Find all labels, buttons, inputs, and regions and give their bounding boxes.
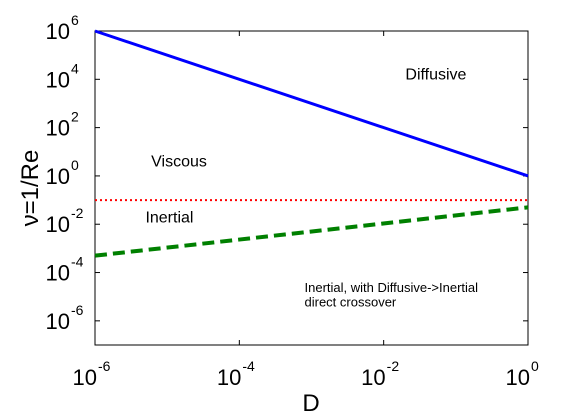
x-tick-label-exponent: 0 <box>531 358 539 374</box>
y-tick-label-base: 10 <box>46 261 70 286</box>
x-tick-label-base: 10 <box>361 365 385 390</box>
x-tick-label-base: 10 <box>73 365 97 390</box>
x-axis-label: D <box>302 390 319 417</box>
plot-area <box>94 30 529 346</box>
y-tick-label: 10 2 <box>46 109 79 141</box>
annotations: Diffusive Viscous Inertial Inertial, with D… <box>145 66 478 309</box>
y-tick-label-exponent: 0 <box>71 157 79 173</box>
x-tick-label: 10 0 <box>506 358 539 390</box>
annotation-label: Inertial <box>145 209 193 226</box>
y-tick-label-base: 10 <box>46 212 70 237</box>
y-axis-label: ν=1/Re <box>17 150 44 227</box>
y-tick-label-base: 10 <box>46 116 70 141</box>
y-tick-label-exponent: 6 <box>71 12 79 28</box>
series-line-solid <box>94 29 529 178</box>
annotation-label: Viscous <box>151 153 207 170</box>
y-tick-label: 10 6 <box>46 12 79 44</box>
y-tick-label-base: 10 <box>46 67 70 92</box>
y-tick-label-exponent: 4 <box>71 60 79 76</box>
x-tick-label: 10 -4 <box>217 358 255 390</box>
y-tick-label: 10 -4 <box>46 254 84 286</box>
y-tick-label-base: 10 <box>46 19 70 44</box>
y-tick-label-exponent: 2 <box>71 109 79 125</box>
x-tick-label-exponent: -6 <box>98 358 111 374</box>
annotation-label: Inertial, with Diffusive->Inertial <box>305 280 479 295</box>
series-group <box>94 29 529 258</box>
x-tick-label-base: 10 <box>506 365 530 390</box>
y-tick-label-base: 10 <box>46 164 70 189</box>
y-tick-label: 10 0 <box>46 157 79 189</box>
x-tick-label-exponent: -2 <box>387 358 400 374</box>
annotation-label: Diffusive <box>405 66 466 83</box>
y-tick-label-base: 10 <box>46 309 70 334</box>
x-tick-label-base: 10 <box>217 365 241 390</box>
y-tick-label: 10 -6 <box>46 302 84 334</box>
y-tick-label: 10 -2 <box>46 205 84 237</box>
x-tick-label: 10 -2 <box>361 358 399 390</box>
x-tick-label-exponent: -4 <box>242 358 255 374</box>
y-tick-label-exponent: -4 <box>71 254 84 270</box>
y-tick-label-exponent: -2 <box>71 205 84 221</box>
series-line-dashed <box>94 205 529 258</box>
y-tick-label: 10 4 <box>46 60 79 92</box>
y-tick-label-exponent: -6 <box>71 302 84 318</box>
annotation-label: direct crossover <box>305 294 397 309</box>
x-tick-label: 10 -6 <box>73 358 111 390</box>
x-tick-labels: 10 -6 10 -4 10 -2 10 0 <box>73 358 539 390</box>
